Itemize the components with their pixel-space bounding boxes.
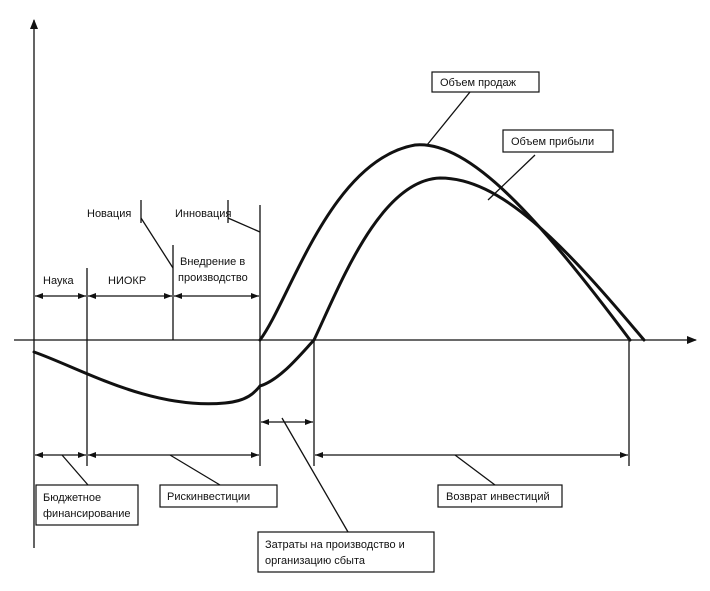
risk-label: Рискинвестиции xyxy=(167,491,250,503)
budget-box xyxy=(35,484,139,526)
science-label: Наука xyxy=(43,275,74,287)
rnd-label: НИОКР xyxy=(108,275,146,287)
return-label: Возврат инвестиций xyxy=(446,491,550,503)
return-leader xyxy=(454,454,496,486)
risk-leader xyxy=(169,454,221,486)
investment-curve xyxy=(32,350,262,406)
sales-curve xyxy=(258,143,632,342)
costs-leader xyxy=(281,417,349,533)
return-box xyxy=(437,484,563,508)
novation-leader xyxy=(140,217,174,269)
sales-leader xyxy=(426,91,471,146)
budget-label-2: финансирование xyxy=(43,508,131,520)
innovation-label: Инновация xyxy=(175,208,231,220)
profit-label: Объем прибыли xyxy=(511,136,594,148)
budget-leader xyxy=(61,454,89,486)
profit-label-box xyxy=(502,129,614,153)
implementation-label-2: производство xyxy=(178,272,248,284)
sales-label-box xyxy=(431,71,540,93)
profit-leader xyxy=(487,154,536,201)
implementation-label-1: Внедрение в xyxy=(180,256,245,268)
sales-label: Объем продаж xyxy=(440,77,517,89)
costs-label-2: организацию сбыта xyxy=(265,555,366,567)
budget-label-1: Бюджетное xyxy=(43,492,101,504)
costs-box xyxy=(257,531,435,573)
costs-label-1: Затраты на производство и xyxy=(265,539,405,551)
innovation-leader xyxy=(227,217,261,233)
profit-curve xyxy=(258,176,646,388)
novation-label: Новация xyxy=(87,208,131,220)
risk-box xyxy=(159,484,278,508)
